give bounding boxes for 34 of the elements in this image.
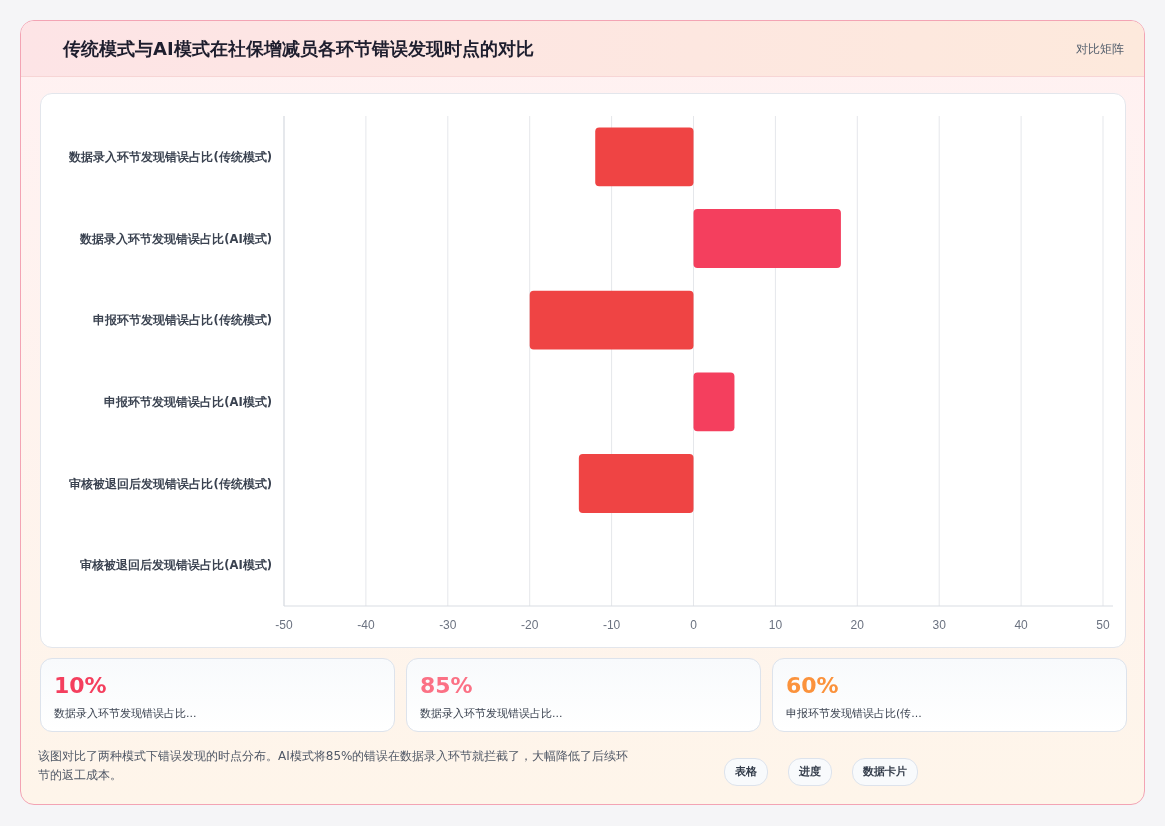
x-tick-label: 20: [850, 618, 865, 632]
chart-subtitle: 对比矩阵: [1076, 41, 1124, 58]
text: 85%: [420, 673, 473, 698]
bar: [693, 372, 735, 432]
y-tick-label: 数据录入环节发现错误占比(AI模式): [79, 231, 272, 246]
bar: [578, 454, 694, 513]
x-tick-label: -10: [602, 618, 621, 632]
category-label: 数据录入环节发现错误占比...: [420, 706, 563, 721]
bar: [693, 209, 841, 268]
text: 进度: [788, 758, 832, 786]
text: 10%: [54, 673, 107, 698]
y-tick-label: 申报环节发现错误占比(传统模式): [93, 313, 272, 328]
y-tick-label: 申报环节发现错误占比(AI模式): [104, 394, 272, 409]
x-tick-label: -30: [439, 618, 457, 632]
x-tick-label: 50: [1096, 618, 1110, 632]
x-tick-label: 40: [1014, 618, 1029, 632]
x-tick-label: 30: [932, 618, 947, 632]
x-tick-label: -50: [275, 618, 293, 632]
y-tick-label: 数据录入环节发现错误占比(传统模式): [68, 149, 272, 164]
bar: [595, 127, 694, 187]
text: 表格: [724, 758, 768, 786]
x-tick-label: -20: [521, 618, 539, 632]
category-label: 申报环节发现错误占比(传...: [786, 706, 922, 721]
category-label: 数据录入环节发现错误占比...: [54, 706, 197, 721]
chart-title: 传统模式与AI模式在社保增减员各环节错误发现时点的对比: [63, 37, 534, 61]
y-tick-label: 审核被退回后发现错误占比(AI模式): [80, 558, 272, 573]
x-tick-label: -40: [357, 618, 375, 632]
text: 数据卡片: [852, 758, 918, 786]
text: 60%: [786, 673, 839, 698]
bar: [529, 290, 694, 350]
text: 该图对比了两种模式下错误发现的时点分布。AI模式将85%的错误在数据录入环节就拦截了，大幅降低了后续环节的返工成本。: [38, 748, 630, 784]
x-tick-label: 10: [768, 618, 783, 632]
x-tick-label: 0: [690, 618, 698, 632]
y-tick-label: 审核被退回后发现错误占比(传统模式): [69, 476, 272, 491]
